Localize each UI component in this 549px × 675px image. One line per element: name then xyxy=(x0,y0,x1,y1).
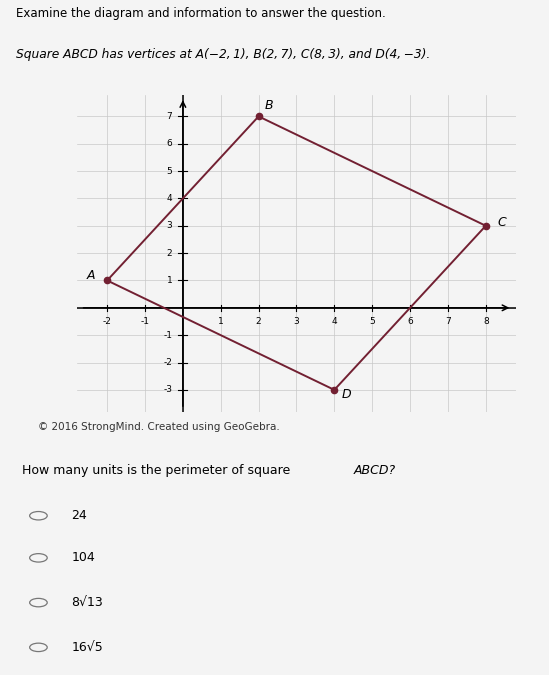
Text: 4: 4 xyxy=(332,317,337,325)
Text: 8: 8 xyxy=(483,317,489,325)
Text: How many units is the perimeter of square: How many units is the perimeter of squar… xyxy=(22,464,294,477)
Text: 3: 3 xyxy=(294,317,299,325)
Text: 1: 1 xyxy=(218,317,223,325)
Text: 6: 6 xyxy=(166,139,172,148)
Text: 5: 5 xyxy=(369,317,375,325)
Text: Square ABCD has vertices at A(−2, 1), B(2, 7), C(8, 3), and D(4, −3).: Square ABCD has vertices at A(−2, 1), B(… xyxy=(16,49,431,61)
Text: 16√5: 16√5 xyxy=(71,641,103,654)
Text: 7: 7 xyxy=(445,317,451,325)
Text: 4: 4 xyxy=(167,194,172,203)
Text: -1: -1 xyxy=(163,331,172,340)
Text: -3: -3 xyxy=(163,385,172,394)
Text: ABCD?: ABCD? xyxy=(354,464,396,477)
Text: © 2016 StrongMind. Created using GeoGebra.: © 2016 StrongMind. Created using GeoGebr… xyxy=(38,423,280,432)
Text: 2: 2 xyxy=(167,248,172,258)
Text: C: C xyxy=(497,216,506,229)
Text: B: B xyxy=(264,99,273,112)
Text: 2: 2 xyxy=(256,317,261,325)
Text: -1: -1 xyxy=(141,317,149,325)
Text: Examine the diagram and information to answer the question.: Examine the diagram and information to a… xyxy=(16,7,386,20)
Text: 8√13: 8√13 xyxy=(71,596,103,609)
Text: D: D xyxy=(342,387,351,400)
Text: -2: -2 xyxy=(164,358,172,367)
Text: -2: -2 xyxy=(103,317,111,325)
Text: 3: 3 xyxy=(166,221,172,230)
Text: A: A xyxy=(86,269,95,282)
Text: 6: 6 xyxy=(407,317,413,325)
Text: 5: 5 xyxy=(166,167,172,176)
Text: 104: 104 xyxy=(71,551,95,564)
Text: 1: 1 xyxy=(166,276,172,285)
Text: 7: 7 xyxy=(166,112,172,121)
Text: 24: 24 xyxy=(71,509,87,522)
